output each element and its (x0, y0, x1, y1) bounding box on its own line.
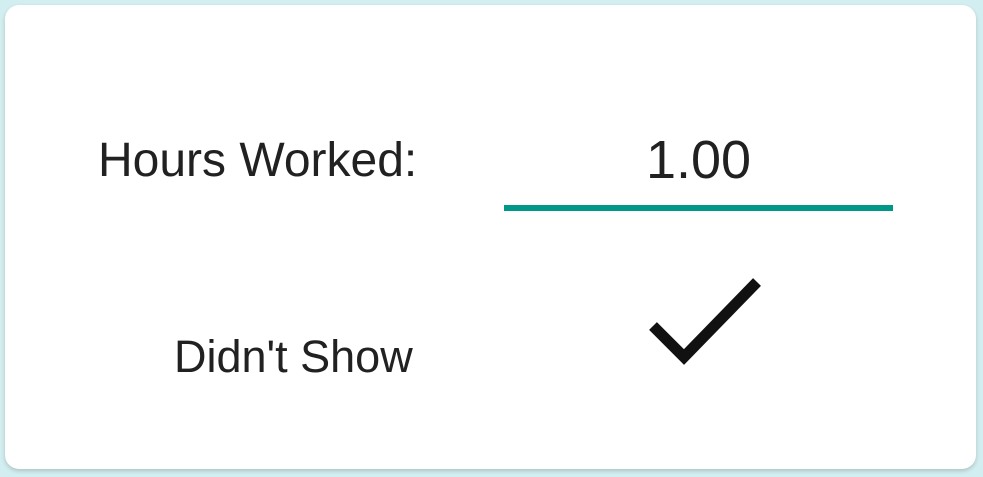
hours-worked-label: Hours Worked: (98, 134, 418, 187)
didnt-show-toggle[interactable] (638, 268, 768, 378)
hours-worked-underline (504, 205, 893, 211)
hours-worked-value[interactable]: 1.00 (645, 130, 752, 190)
hours-worked-field[interactable]: 1.00 (504, 123, 893, 211)
didnt-show-label: Didn't Show (174, 331, 413, 382)
checkmark-stroke (649, 278, 761, 365)
hours-form-card: Hours Worked: 1.00 Didn't Show (5, 5, 976, 469)
checkmark-icon (649, 278, 761, 365)
